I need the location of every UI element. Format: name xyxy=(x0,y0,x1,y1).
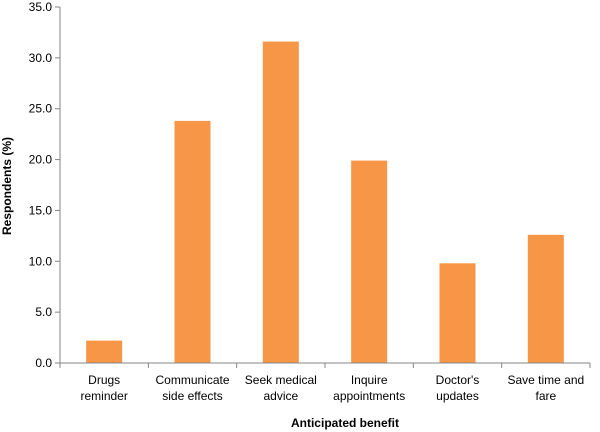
x-category-label: Drugs reminder xyxy=(80,373,127,403)
y-tick-label: 30.0 xyxy=(29,51,53,65)
y-axis-ticks: 0.0 5.0 10.0 15.0 20.0 25.0 30.0 35.0 xyxy=(29,0,60,370)
bars xyxy=(86,41,564,363)
x-category-label: Communicate side effects xyxy=(155,373,229,403)
x-category-label: Inquire appointments xyxy=(333,373,405,403)
x-axis-categories: Drugs reminder Communicate side effects Seek… xyxy=(59,363,591,403)
y-tick-label: 20.0 xyxy=(29,153,53,167)
y-tick-label: 25.0 xyxy=(29,102,53,116)
y-tick-label: 10.0 xyxy=(29,254,53,268)
y-tick-label: 5.0 xyxy=(35,305,52,319)
bar xyxy=(439,263,476,363)
bar xyxy=(262,41,299,363)
bar xyxy=(351,160,388,363)
x-category-label: Doctor's updates xyxy=(436,373,480,403)
x-axis-title: Anticipated benefit xyxy=(291,416,399,430)
y-axis-title: Respondents (%) xyxy=(0,137,14,235)
y-tick-label: 0.0 xyxy=(35,356,52,370)
y-tick-label: 35.0 xyxy=(29,0,53,14)
bar xyxy=(527,234,564,363)
x-category-label: Save time and fare xyxy=(507,373,584,403)
bar xyxy=(86,340,123,363)
x-category-label: Seek medical advice xyxy=(245,373,317,403)
bar xyxy=(174,120,211,363)
y-tick-label: 15.0 xyxy=(29,203,53,217)
